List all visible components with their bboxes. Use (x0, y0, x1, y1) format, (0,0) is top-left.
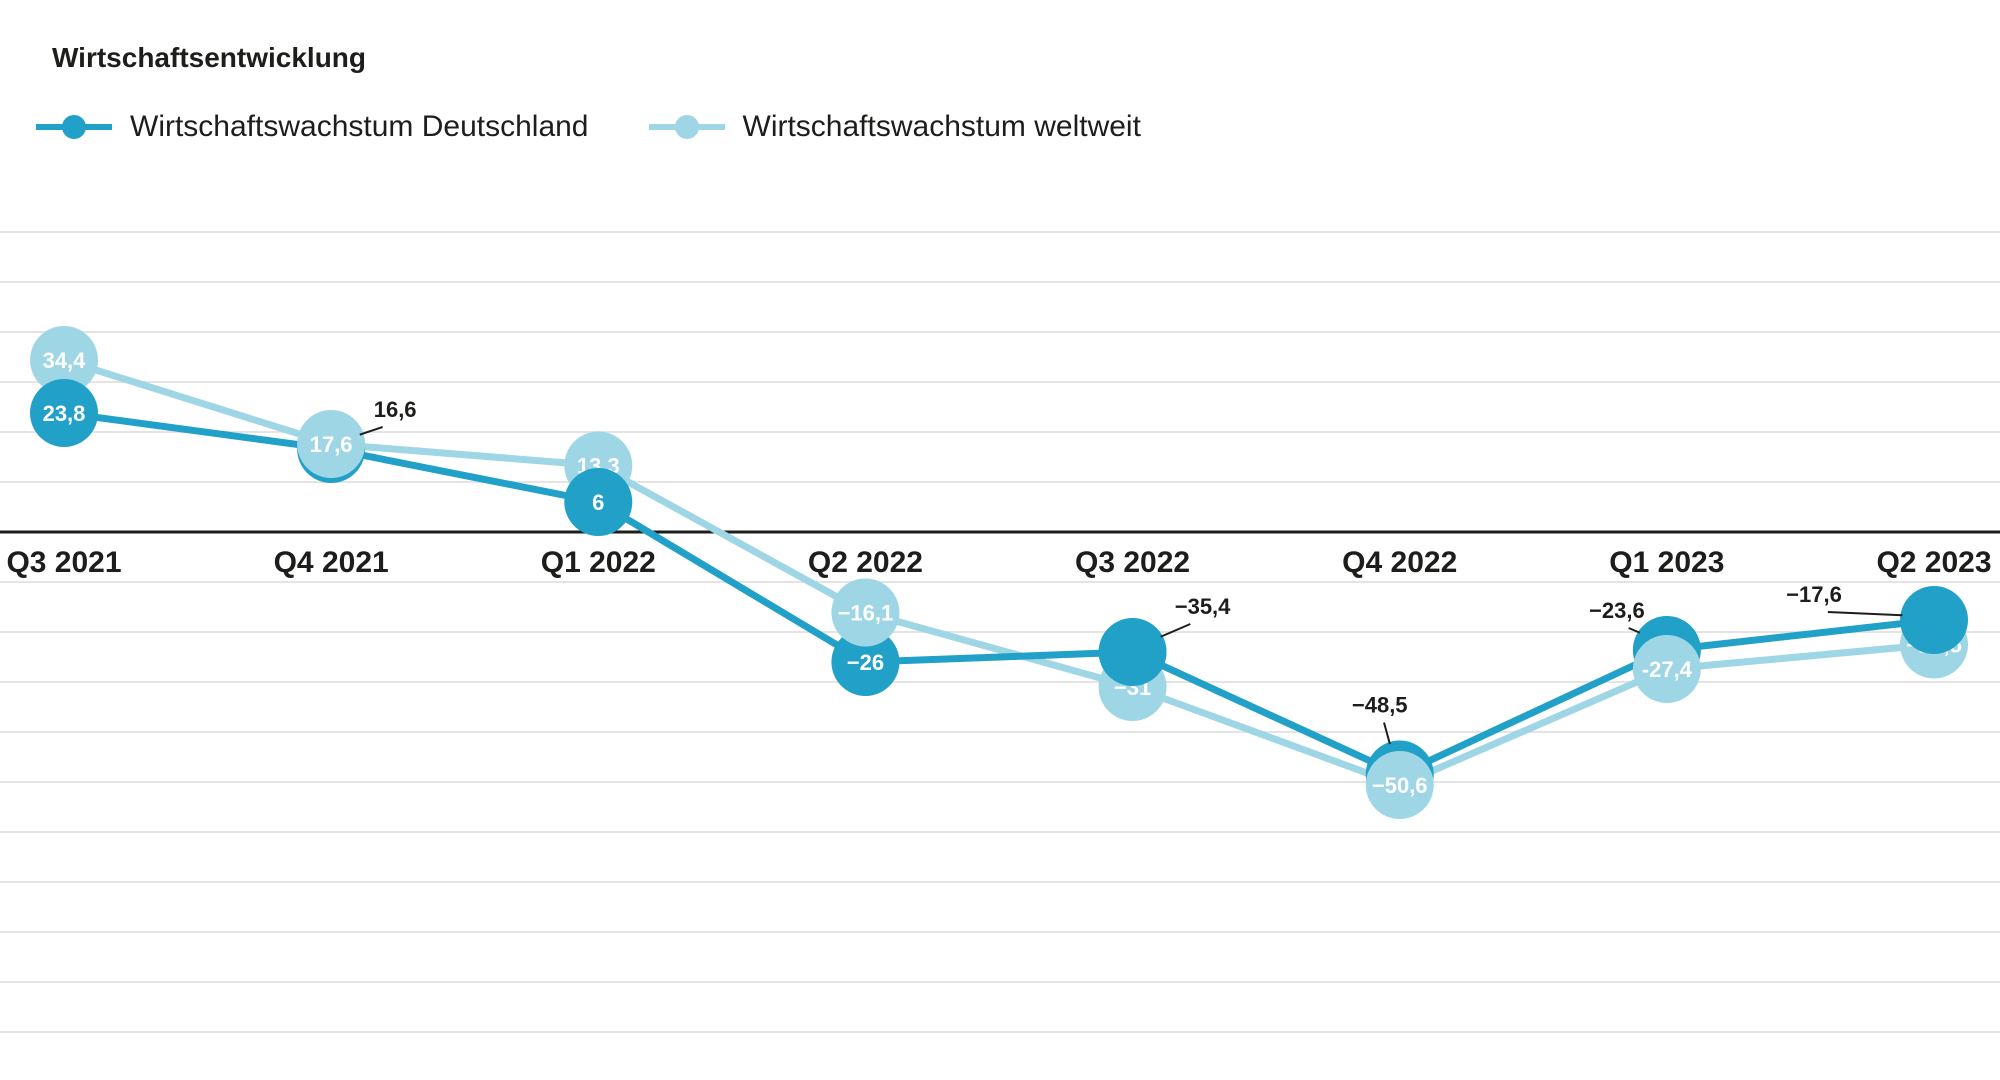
x-tick-label: Q4 2021 (274, 546, 389, 579)
data-label: −16,1 (838, 601, 894, 626)
data-point-marker (831, 578, 900, 647)
leader-line (359, 426, 383, 436)
legend: Wirtschaftswachstum Deutschland Wirtscha… (34, 110, 1199, 144)
legend-item-weltweit: Wirtschaftswachstum weltweit (647, 110, 1141, 144)
data-point-marker (1365, 751, 1434, 819)
data-point-marker (1632, 635, 1701, 703)
leader-line (1383, 722, 1391, 745)
x-tick-label: Q2 2023 (1876, 546, 1991, 579)
data-label: 23,8 (43, 401, 86, 426)
chart-title: Wirtschaftsentwicklung (52, 42, 367, 73)
data-label: −17,6 (1786, 582, 1842, 607)
data-label: 6 (592, 490, 604, 515)
data-label: −26 (847, 650, 884, 675)
data-label: −35,4 (1175, 594, 1231, 619)
data-point-marker (831, 628, 900, 696)
data-point-marker (1900, 586, 1968, 654)
leader-line (1628, 627, 1641, 634)
data-label: −48,5 (1352, 693, 1408, 718)
data-label: 17,6 (310, 432, 353, 457)
data-point-marker (564, 468, 633, 536)
x-tick-label: Q1 2022 (541, 546, 656, 579)
legend-label-deutschland: Wirtschaftswachstum Deutschland (130, 110, 589, 143)
legend-swatch-weltweit (648, 115, 725, 139)
data-point-marker (30, 379, 98, 447)
data-point-marker (297, 410, 366, 478)
x-tick-label: Q4 2022 (1342, 546, 1457, 579)
legend-label-weltweit: Wirtschaftswachstum weltweit (742, 110, 1141, 143)
series-line-0 (63, 409, 1935, 778)
series-line-1 (62, 356, 1935, 789)
legend-item-deutschland: Wirtschaftswachstum Deutschland (34, 110, 589, 144)
data-label: -27,4 (1642, 657, 1693, 682)
x-tick-label: Q3 2021 (6, 546, 121, 579)
data-label: 34,4 (43, 348, 87, 373)
data-label: 16,6 (374, 397, 417, 422)
legend-swatch-deutschland (36, 115, 112, 139)
data-label: −50,6 (1372, 773, 1428, 798)
data-point-marker (1098, 618, 1167, 686)
data-label: −23,6 (1589, 598, 1645, 623)
data-point-marker (30, 326, 98, 394)
x-tick-label: Q1 2023 (1609, 546, 1724, 579)
x-tick-label: Q3 2022 (1075, 546, 1190, 579)
leader-line (1827, 611, 1903, 617)
x-tick-label: Q2 2022 (808, 546, 923, 579)
grid (0, 231, 2000, 1033)
leader-line (1160, 623, 1191, 638)
